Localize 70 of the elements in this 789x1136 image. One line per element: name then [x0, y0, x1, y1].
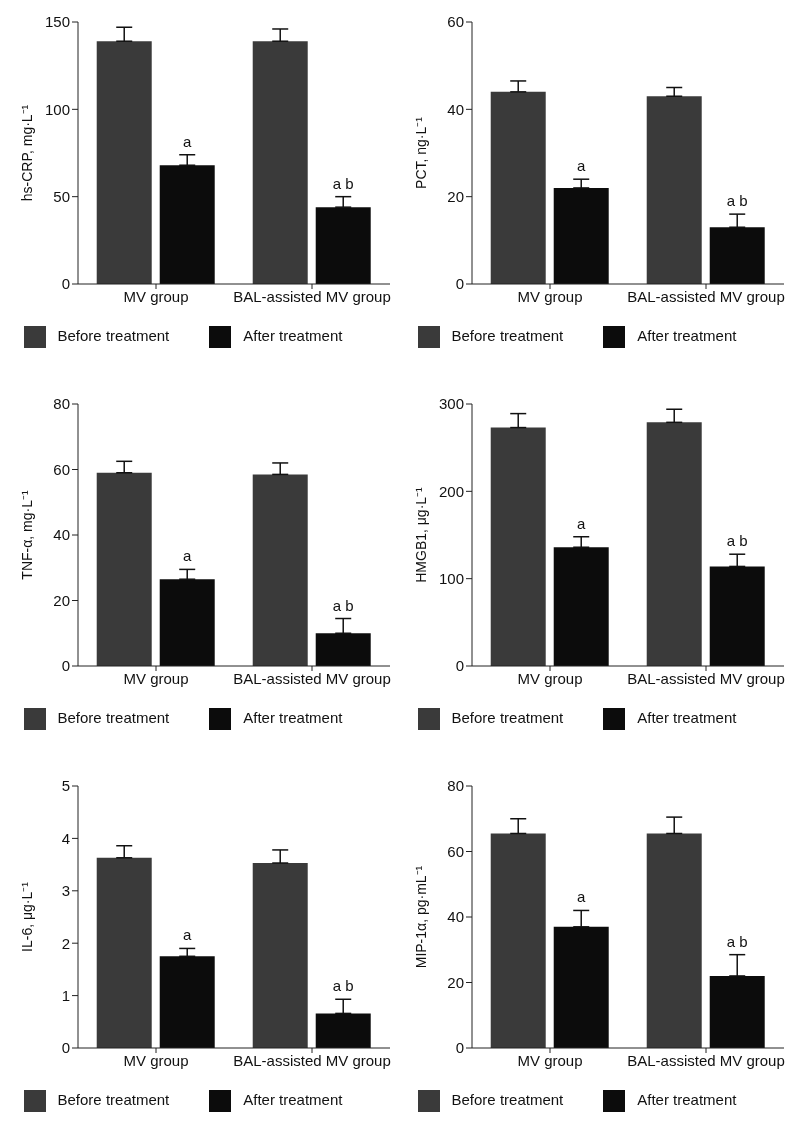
y-axis-title: PCT, ng·L⁻¹ — [412, 116, 429, 189]
x-tick-label: BAL-assisted MV group — [627, 669, 785, 687]
x-tick-label: MV group — [517, 287, 583, 305]
y-tick-label: 80 — [53, 395, 70, 413]
annotation: a b — [332, 174, 354, 192]
y-tick-label: 60 — [447, 13, 464, 31]
legend-label: After treatment — [243, 326, 343, 344]
annotation: a b — [726, 932, 748, 950]
y-tick-label: 200 — [438, 482, 464, 500]
y-tick-label: 0 — [455, 1039, 464, 1057]
x-tick-label: BAL-assisted MV group — [233, 287, 391, 305]
annotation: a b — [332, 977, 354, 995]
y-tick-label: 4 — [61, 829, 70, 847]
annotation: a — [577, 888, 587, 906]
annotation: a — [183, 547, 193, 565]
x-tick-label: MV group — [517, 669, 583, 687]
x-tick-label: MV group — [123, 669, 189, 687]
y-tick-label: 2 — [61, 934, 70, 952]
y-tick-label: 0 — [61, 275, 70, 293]
x-tick-label: MV group — [123, 1051, 189, 1069]
annotation: a — [577, 514, 587, 532]
y-tick-label: 20 — [53, 591, 70, 609]
y-axis-title: TNF-α, mg·L⁻¹ — [18, 490, 35, 580]
y-tick-label: 300 — [438, 395, 464, 413]
x-tick-label: BAL-assisted MV group — [233, 669, 391, 687]
y-tick-label: 80 — [447, 777, 464, 795]
y-tick-label: 50 — [53, 187, 70, 205]
y-tick-label: 3 — [61, 882, 70, 900]
legend-label: Before treatment — [57, 708, 170, 726]
legend-label: Before treatment — [451, 1090, 564, 1108]
y-tick-label: 60 — [447, 842, 464, 860]
x-tick-label: MV group — [123, 287, 189, 305]
legend-label: Before treatment — [451, 708, 564, 726]
y-axis-title: hs-CRP, mg·L⁻¹ — [18, 104, 35, 202]
y-tick-label: 40 — [447, 100, 464, 118]
legend-label: Before treatment — [451, 326, 564, 344]
y-tick-label: 0 — [455, 657, 464, 675]
annotation: a b — [726, 192, 748, 210]
y-tick-label: 0 — [455, 275, 464, 293]
annotation: a — [183, 132, 193, 150]
x-tick-label: BAL-assisted MV group — [627, 1051, 785, 1069]
y-tick-label: 100 — [438, 569, 464, 587]
legend-label: After treatment — [243, 708, 343, 726]
legend-label: After treatment — [637, 326, 737, 344]
y-tick-label: 1 — [61, 986, 70, 1004]
annotation: a b — [726, 532, 748, 550]
annotation: a — [577, 157, 587, 175]
y-tick-label: 150 — [44, 13, 70, 31]
legend-label: After treatment — [243, 1090, 343, 1108]
y-tick-label: 0 — [61, 1039, 70, 1057]
x-tick-label: BAL-assisted MV group — [627, 287, 785, 305]
y-tick-label: 40 — [53, 526, 70, 544]
legend-label: After treatment — [637, 1090, 737, 1108]
y-tick-label: 20 — [447, 973, 464, 991]
x-tick-label: BAL-assisted MV group — [233, 1051, 391, 1069]
legend-label: Before treatment — [57, 1090, 170, 1108]
y-axis-title: MIP-1α, pg·mL⁻¹ — [412, 865, 429, 969]
annotation: a b — [332, 596, 354, 614]
legend-label: After treatment — [637, 708, 737, 726]
y-axis-title: IL-6, μg·L⁻¹ — [18, 881, 35, 952]
y-tick-label: 40 — [447, 908, 464, 926]
y-tick-label: 60 — [53, 460, 70, 478]
y-tick-label: 100 — [44, 100, 70, 118]
y-tick-label: 5 — [61, 777, 70, 795]
legend-label: Before treatment — [57, 326, 170, 344]
y-axis-title: HMGB1, μg·L⁻¹ — [412, 486, 429, 583]
y-tick-label: 0 — [61, 657, 70, 675]
y-tick-label: 20 — [447, 187, 464, 205]
annotation: a — [183, 926, 193, 944]
x-tick-label: MV group — [517, 1051, 583, 1069]
